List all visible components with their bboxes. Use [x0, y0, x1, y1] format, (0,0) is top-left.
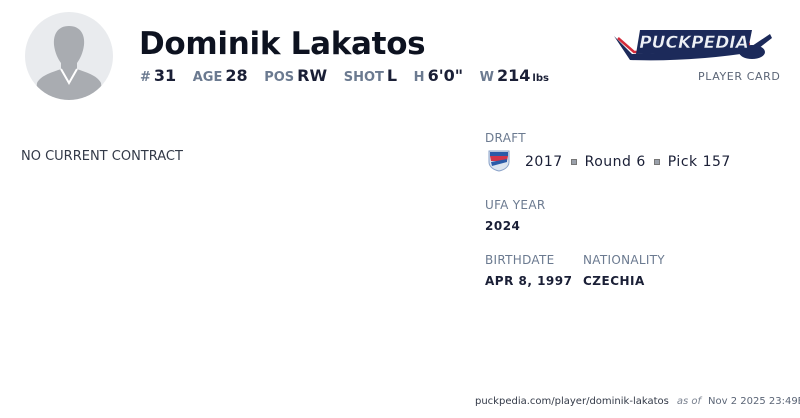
stat-weight-label: W: [479, 70, 494, 85]
draft-pick: Pick 157: [667, 154, 731, 170]
nationality-label: NATIONALITY: [583, 253, 665, 267]
stat-height-value: 6'0": [427, 66, 464, 85]
birthdate-label: BIRTHDATE: [485, 253, 555, 267]
player-url-link[interactable]: puckpedia.com/player/dominik-lakatos: [475, 396, 669, 407]
timestamp: Nov 2 2025 23:49ET: [708, 396, 800, 407]
ufa-year-label: UFA YEAR: [485, 198, 546, 212]
player-card-subtitle: PLAYER CARD: [698, 70, 781, 83]
stat-height-label: H: [413, 70, 425, 85]
player-stats: #31 AGE 28 POS RW SHOT L H 6'0" W 214 lbs: [140, 66, 549, 85]
birthdate-value: APR 8, 1997: [485, 274, 573, 288]
draft-round: Round 6: [584, 154, 646, 170]
footer: puckpedia.com/player/dominik-lakatos as o…: [475, 396, 800, 407]
draft-label: DRAFT: [485, 131, 526, 145]
stat-weight-value: 214: [496, 66, 531, 85]
player-name: Dominik Lakatos: [139, 26, 426, 62]
as-of-label: as of: [676, 396, 701, 407]
stat-age-value: 28: [225, 66, 248, 85]
puckpedia-logo-icon: PUCKPEDIA: [614, 30, 772, 61]
svg-text:PUCKPEDIA: PUCKPEDIA: [639, 33, 749, 53]
draft-year: 2017: [525, 154, 563, 170]
stat-number-value: 31: [153, 66, 177, 85]
person-silhouette-icon: [35, 26, 103, 100]
stat-pos-value: RW: [297, 66, 328, 85]
rangers-logo-icon[interactable]: [488, 150, 510, 172]
stat-weight-unit: lbs: [532, 73, 549, 84]
ufa-year-value: 2024: [485, 219, 521, 233]
stat-pos-label: POS: [264, 70, 295, 85]
separator-dot: [570, 159, 577, 165]
stat-shot-label: SHOT: [343, 70, 384, 85]
nationality-value: CZECHIA: [583, 274, 645, 288]
draft-info: 2017 Round 6 Pick 157: [525, 154, 731, 170]
contract-status: NO CURRENT CONTRACT: [21, 149, 183, 164]
stat-shot-value: L: [386, 66, 398, 85]
player-avatar: [25, 12, 113, 100]
puckpedia-logo[interactable]: PUCKPEDIA: [612, 24, 774, 66]
stat-age-label: AGE: [192, 70, 223, 85]
stat-number-label: #: [140, 70, 151, 85]
separator-dot: [653, 159, 660, 165]
